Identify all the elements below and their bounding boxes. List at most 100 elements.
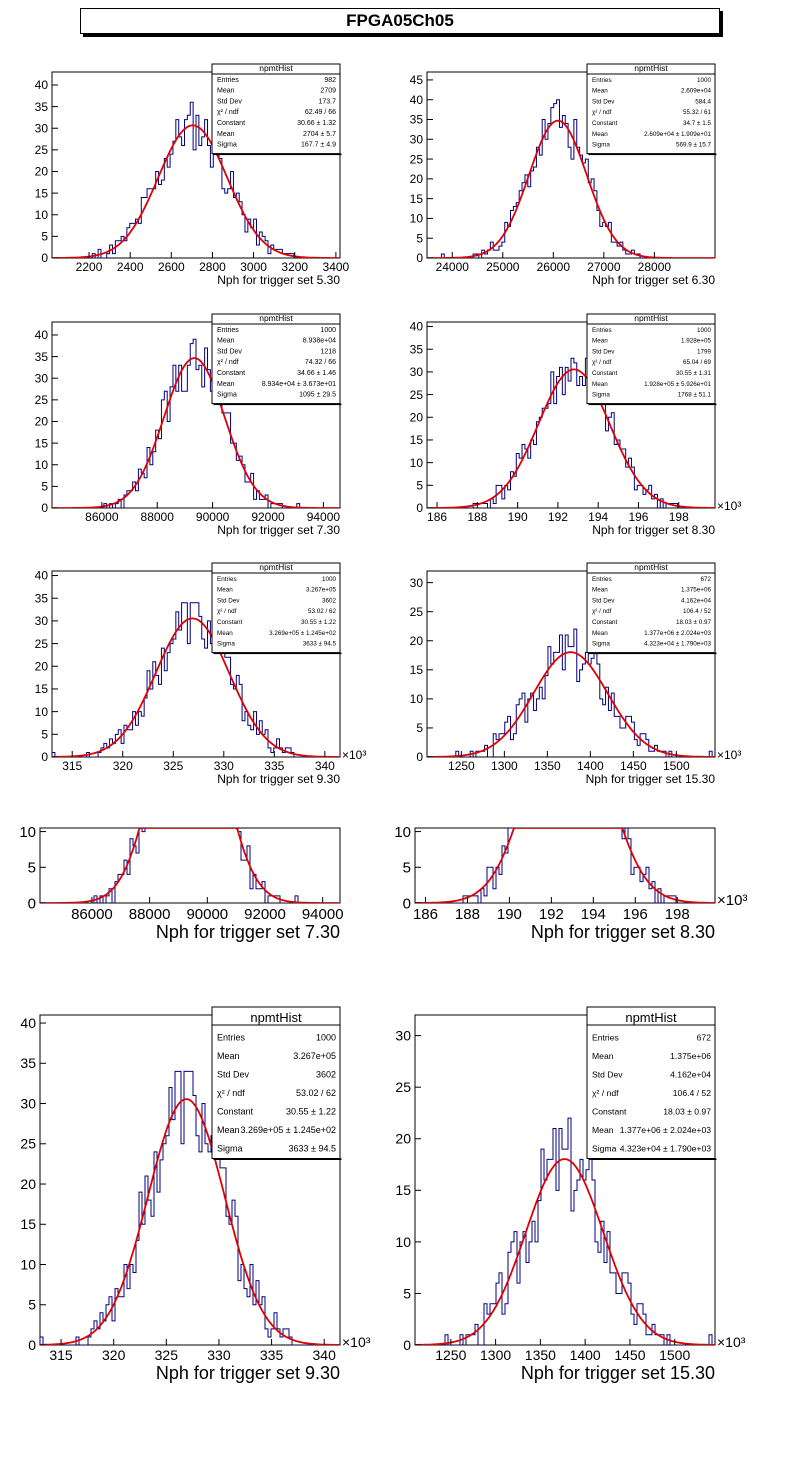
x-axis-multiplier: ×10³ <box>717 748 741 762</box>
y-tick-label: 0 <box>41 251 48 265</box>
y-tick-label: 35 <box>410 113 424 127</box>
y-tick-label: 45 <box>410 73 424 87</box>
y-tick-label: 0 <box>416 251 423 265</box>
y-tick-label: 10 <box>410 692 424 706</box>
x-tick-label: 86000 <box>71 906 113 923</box>
stats-value: 1.377e+06 ± 2.024e+03 <box>620 1125 711 1135</box>
y-tick-label: 0 <box>41 501 48 515</box>
x-tick-label: 325 <box>163 759 183 773</box>
stats-value: 34.66 ± 1.46 <box>297 370 336 377</box>
x-tick-label: 330 <box>214 759 234 773</box>
stats-label: Mean <box>217 1051 240 1061</box>
gaussian-fit-curve <box>415 828 715 903</box>
y-tick-label: 10 <box>410 456 424 470</box>
stats-label: Constant <box>217 370 245 377</box>
gaussian-fit-curve <box>427 651 715 757</box>
x-tick-label: 28000 <box>638 260 672 274</box>
stats-value: 18.03 ± 0.97 <box>663 1107 711 1117</box>
stats-value: 1095 ± 29.5 <box>299 392 336 399</box>
stats-label: Entries <box>592 576 612 583</box>
stats-box <box>586 63 716 155</box>
x-tick-label: 3000 <box>240 260 267 274</box>
y-tick-label: 30 <box>395 1028 411 1044</box>
x-tick-label: 1500 <box>663 759 690 773</box>
x-tick-label: 24000 <box>436 260 470 274</box>
stats-value: 55.32 / 61 <box>683 109 712 116</box>
y-tick-label: 30 <box>410 365 424 379</box>
gaussian-fit-curve <box>52 124 340 258</box>
histogram-panel-6-30: 24000 25000 26000 27000 28000 0 5 10 15 20 25 30 35 4… <box>410 63 717 287</box>
x-tick-label: 90000 <box>196 510 230 524</box>
x-tick-label: 186 <box>413 906 438 923</box>
y-tick-label: 40 <box>35 78 49 92</box>
stats-label: Std Dev <box>592 597 615 604</box>
stats-value: 30.55 ± 1.22 <box>286 1107 336 1117</box>
x-tick-label: 1400 <box>577 759 604 773</box>
stats-label: Mean <box>592 88 608 95</box>
x-tick-label: 86000 <box>85 510 119 524</box>
y-tick-label: 0 <box>403 1337 411 1353</box>
stats-value: 106.4 / 52 <box>683 608 712 615</box>
y-tick-label: 5 <box>403 860 411 877</box>
stats-label: Sigma <box>592 1144 617 1154</box>
gaussian-fit-curve <box>427 119 715 258</box>
stats-value: 1000 <box>316 1033 336 1043</box>
stats-label: Std Dev <box>217 597 240 604</box>
stats-value: 2.609e+04 <box>681 88 711 95</box>
y-tick-label: 40 <box>410 93 424 107</box>
stats-value: 672 <box>700 576 711 583</box>
stats-value: 584.4 <box>695 98 711 105</box>
stats-value: 30.55 ± 1.22 <box>301 619 336 626</box>
stats-value: 18.03 ± 0.97 <box>676 619 711 626</box>
x-tick-label: 192 <box>539 906 564 923</box>
stats-value: 3633 ± 94.5 <box>289 1144 336 1154</box>
y-tick-label: 10 <box>35 208 49 222</box>
x-tick-label: 340 <box>315 759 335 773</box>
stats-label: Constant <box>592 120 617 127</box>
stats-value: 1000 <box>322 576 337 583</box>
stats-label: Mean <box>217 338 235 345</box>
stats-label: Entries <box>217 1033 246 1043</box>
y-tick-label: 25 <box>410 152 424 166</box>
stats-value: 1.928e+05 ± 5.926e+01 <box>644 381 711 388</box>
x-tick-label: 190 <box>497 906 522 923</box>
stats-label: Std Dev <box>592 1070 623 1080</box>
y-tick-label: 30 <box>35 371 49 385</box>
x-axis-multiplier: ×10³ <box>342 748 366 762</box>
x-tick-label: 1350 <box>525 1347 556 1363</box>
x-axis-multiplier: ×10³ <box>717 499 741 513</box>
x-axis-label: Nph for trigger set 7.30 <box>217 523 340 537</box>
stats-value: 1218 <box>320 348 336 355</box>
gaussian-fit-curve <box>427 368 715 508</box>
y-tick-label: 10 <box>20 1256 36 1272</box>
stats-label: Sigma <box>217 392 237 399</box>
y-tick-label: 0 <box>28 895 36 912</box>
stats-box-title: npmtHist <box>634 562 668 572</box>
stats-label: Sigma <box>592 641 610 648</box>
x-tick-label: 188 <box>467 510 487 524</box>
x-axis-label: Nph for trigger set 5.30 <box>217 273 340 287</box>
canvas-title: FPGA05Ch05 <box>80 8 720 34</box>
histogram-panel-7-30: 86000 88000 90000 92000 94000 0 5 10 15 20 25 30 35 4… <box>35 313 342 537</box>
stats-label: Mean <box>217 381 235 388</box>
x-axis-multiplier: ×10³ <box>342 1334 371 1350</box>
x-tick-label: 315 <box>62 759 82 773</box>
y-tick-label: 25 <box>410 388 424 402</box>
x-tick-label: 320 <box>113 759 133 773</box>
stats-label: Sigma <box>592 142 610 149</box>
x-tick-label: 198 <box>665 906 690 923</box>
x-axis-label: Nph for trigger set 7.30 <box>156 922 340 942</box>
x-axis-multiplier: ×10³ <box>717 892 747 909</box>
stats-label: Constant <box>217 120 245 127</box>
stats-value: 4.323e+04 ± 1.790e+03 <box>644 641 711 648</box>
stats-label: χ² / ndf <box>592 608 612 615</box>
stats-label: Entries <box>592 327 612 334</box>
y-tick-label: 0 <box>28 1337 36 1353</box>
y-tick-label: 25 <box>35 637 49 651</box>
x-tick-label: 1300 <box>491 759 518 773</box>
stats-value: 1000 <box>697 327 712 334</box>
gaussian-fit-curve <box>40 1098 340 1345</box>
stats-value: 2704 ± 5.7 <box>303 131 336 138</box>
stats-value: 672 <box>697 1033 712 1043</box>
y-tick-label: 10 <box>395 1234 411 1250</box>
